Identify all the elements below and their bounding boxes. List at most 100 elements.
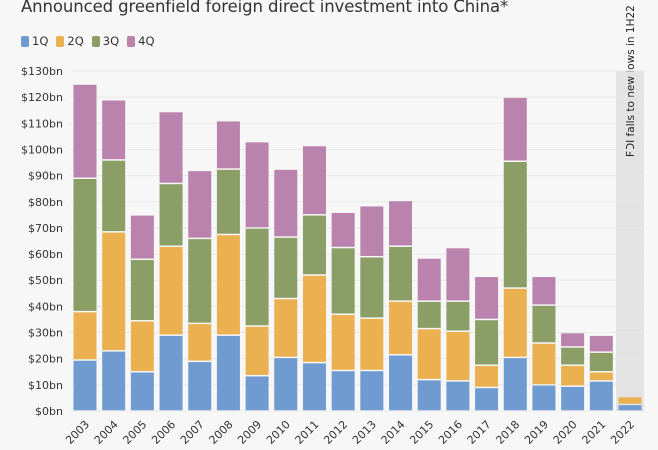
bar-segment-4Q-2006 [159,112,183,183]
annotation-text: FDI falls to new lows in 1H22 [625,5,637,157]
bar-segment-2Q-2021 [589,372,613,381]
legend-item: 1Q [21,34,48,48]
bar-segment-1Q-2012 [331,371,355,411]
bar-segment-4Q-2009 [245,142,269,228]
bar-segment-4Q-2019 [532,277,556,305]
bar-segment-4Q-2011 [302,146,326,215]
bar-segment-4Q-2020 [561,333,585,347]
bar-segment-4Q-2014 [389,201,413,246]
y-tick-label: $110bn [21,117,63,130]
legend-swatch [127,35,136,47]
bar-segment-4Q-2003 [73,84,97,178]
bar-segment-2Q-2022 [618,397,642,404]
chart-title: Announced greenfield foreign direct inve… [21,0,509,16]
bar-segment-4Q-2017 [475,277,499,319]
bar-segment-1Q-2005 [130,372,154,411]
bar-segment-2Q-2014 [389,301,413,355]
x-tick-label: 2017 [465,418,494,447]
y-tick-label: $130bn [21,65,63,78]
bar-segment-2Q-2010 [274,299,298,357]
legend: 1Q 2Q 3Q 4Q [21,34,155,48]
legend-label: 1Q [32,34,49,48]
y-tick-label: $30bn [28,327,63,340]
bar-segment-2Q-2007 [188,324,212,361]
x-tick-label: 2005 [120,418,149,447]
bar-segment-1Q-2015 [417,380,441,411]
bar-segment-3Q-2018 [503,161,527,288]
bar-segment-1Q-2014 [389,355,413,411]
bar-segment-4Q-2021 [589,335,613,352]
legend-label: 4Q [138,34,155,48]
bar-segment-1Q-2011 [302,363,326,411]
bar-segment-4Q-2007 [188,171,212,238]
bar-segment-4Q-2013 [360,206,384,256]
x-tick-label: 2015 [407,418,436,447]
bar-segment-1Q-2009 [245,376,269,411]
x-tick-label: 2006 [149,418,178,447]
y-tick-label: $80bn [28,196,63,209]
bar-segment-4Q-2004 [102,100,126,160]
bar-segment-2Q-2012 [331,314,355,370]
bar-segment-1Q-2004 [102,351,126,411]
y-tick-label: $60bn [28,248,63,261]
bar-segment-1Q-2020 [561,386,585,411]
x-tick-label: 2010 [264,418,293,447]
y-tick-label: $100bn [21,143,63,156]
bar-segment-2Q-2017 [475,365,499,387]
bar-segment-1Q-2008 [216,335,240,411]
bar-segment-4Q-2012 [331,212,355,247]
bar-segment-4Q-2008 [216,121,240,169]
bar-segment-3Q-2017 [475,320,499,365]
bar-segment-3Q-2014 [389,246,413,301]
x-tick-label: 2012 [321,418,350,447]
x-tick-label: 2009 [235,418,264,447]
bar-segment-4Q-2010 [274,169,298,237]
x-tick-label: 2014 [379,418,408,447]
legend-swatch [91,35,100,47]
legend-label: 3Q [102,34,120,48]
bar-segment-2Q-2008 [216,235,240,335]
bar-segment-3Q-2020 [561,347,585,365]
bar-segment-2Q-2015 [417,329,441,379]
bar-segment-1Q-2022 [618,405,642,411]
x-tick-label: 2021 [579,418,608,447]
bar-segment-2Q-2019 [532,343,556,385]
y-tick-label: $90bn [28,170,63,183]
x-tick-label: 2007 [178,418,207,447]
bar-segment-2Q-2005 [130,321,154,372]
x-tick-label: 2019 [522,418,551,447]
bar-segment-1Q-2016 [446,381,470,411]
legend-item: 2Q [56,34,84,48]
bar-segment-1Q-2021 [589,381,613,411]
x-tick-label: 2004 [92,418,121,447]
bar-segment-2Q-2020 [561,365,585,386]
legend-item: 4Q [127,34,155,48]
bar-segment-2Q-2006 [159,246,183,335]
bar-segment-2Q-2016 [446,331,470,381]
x-tick-label: 2011 [293,418,322,447]
bar-segment-3Q-2005 [130,260,154,321]
y-tick-label: $40bn [28,300,63,313]
bar-segment-3Q-2015 [417,301,441,328]
y-tick-label: $0bn [35,405,63,418]
bar-segment-3Q-2008 [216,169,240,234]
legend-item: 3Q [91,34,120,48]
bar-segment-3Q-2019 [532,305,556,343]
y-tick-label: $50bn [28,274,63,287]
bar-segment-3Q-2004 [102,160,126,232]
bar-segment-3Q-2007 [188,239,212,323]
bar-segment-1Q-2017 [475,388,499,411]
bar-segment-1Q-2013 [360,371,384,411]
bar-segment-4Q-2016 [446,248,470,301]
bar-segment-2Q-2003 [73,312,97,360]
bar-segment-3Q-2006 [159,184,183,246]
bar-segment-2Q-2011 [302,275,326,362]
y-tick-label: $120bn [21,91,63,104]
bar-segment-1Q-2010 [274,358,298,411]
bar-segment-2Q-2004 [102,232,126,351]
x-tick-label: 2016 [436,418,465,447]
bar-segment-2Q-2013 [360,318,384,370]
x-tick-label: 2013 [350,418,379,447]
legend-label: 2Q [67,34,84,48]
